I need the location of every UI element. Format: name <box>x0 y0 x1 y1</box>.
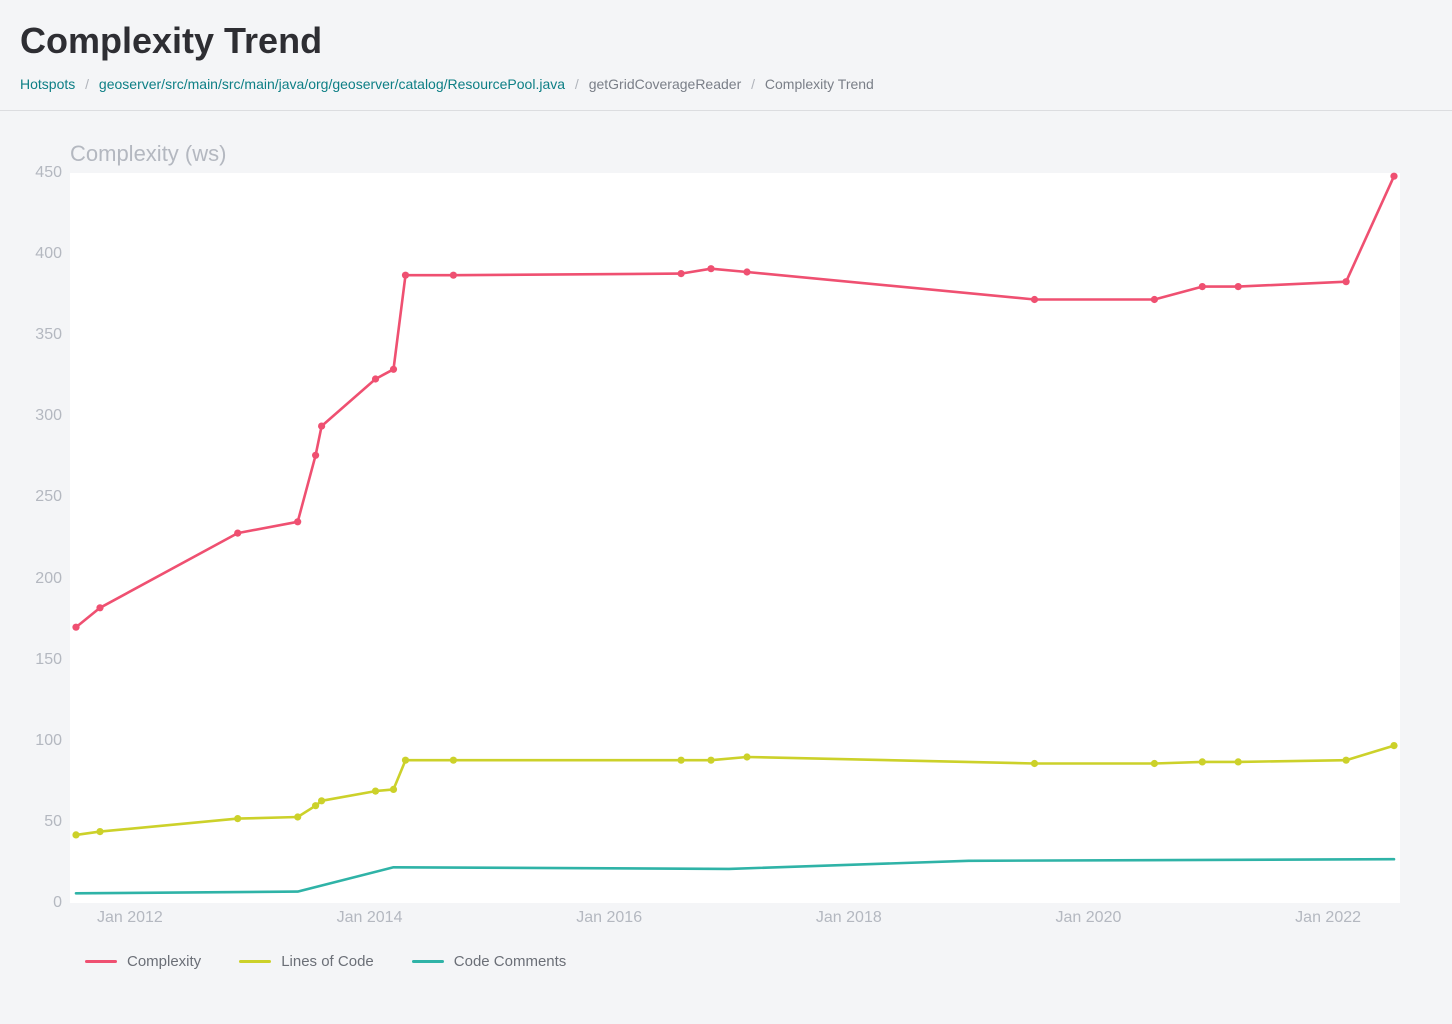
y-axis: 050100150200250300350400450 <box>12 173 70 903</box>
data-point[interactable] <box>450 272 457 279</box>
y-axis-label: Complexity (ws) <box>70 141 1400 167</box>
data-point[interactable] <box>707 265 714 272</box>
data-point[interactable] <box>294 813 301 820</box>
breadcrumb-sep: / <box>751 76 755 92</box>
data-point[interactable] <box>1343 278 1350 285</box>
x-axis: Jan 2012 Jan 2014 Jan 2016 Jan 2018 Jan 2020… <box>70 903 1400 933</box>
breadcrumb-item-current: Complexity Trend <box>765 76 874 92</box>
y-tick: 100 <box>12 732 62 750</box>
legend-swatch <box>239 960 271 963</box>
data-point[interactable] <box>402 757 409 764</box>
x-tick: Jan 2018 <box>816 909 882 927</box>
data-point[interactable] <box>234 530 241 537</box>
data-point[interactable] <box>318 797 325 804</box>
breadcrumb-item-method: getGridCoverageReader <box>589 76 742 92</box>
page-title: Complexity Trend <box>20 20 1452 62</box>
breadcrumb-sep: / <box>575 76 579 92</box>
data-point[interactable] <box>678 757 685 764</box>
breadcrumb: Hotspots / geoserver/src/main/src/main/j… <box>20 76 1452 92</box>
x-tick: Jan 2014 <box>337 909 403 927</box>
data-point[interactable] <box>1390 742 1397 749</box>
x-tick: Jan 2012 <box>97 909 163 927</box>
data-point[interactable] <box>1199 283 1206 290</box>
legend-label: Complexity <box>127 953 201 970</box>
data-point[interactable] <box>372 375 379 382</box>
data-point[interactable] <box>390 366 397 373</box>
data-point[interactable] <box>1151 296 1158 303</box>
y-tick: 450 <box>12 164 62 182</box>
data-point[interactable] <box>1235 283 1242 290</box>
divider <box>0 110 1452 111</box>
data-point[interactable] <box>312 452 319 459</box>
legend-label: Lines of Code <box>281 953 374 970</box>
y-tick: 300 <box>12 407 62 425</box>
chart-legend: Complexity Lines of Code Code Comments <box>85 953 1400 970</box>
data-point[interactable] <box>1199 758 1206 765</box>
y-tick: 50 <box>12 813 62 831</box>
data-point[interactable] <box>743 268 750 275</box>
data-point[interactable] <box>402 272 409 279</box>
chart-plot-area: 050100150200250300350400450 Jan 2012Jan … <box>70 173 1400 903</box>
data-point[interactable] <box>1343 757 1350 764</box>
y-tick: 350 <box>12 326 62 344</box>
data-point[interactable] <box>234 815 241 822</box>
data-point[interactable] <box>1235 758 1242 765</box>
y-tick: 400 <box>12 245 62 263</box>
data-point[interactable] <box>707 757 714 764</box>
legend-swatch <box>85 960 117 963</box>
series-line <box>76 859 1394 893</box>
data-point[interactable] <box>318 423 325 430</box>
legend-item-complexity[interactable]: Complexity <box>85 953 201 970</box>
series-line <box>76 176 1394 627</box>
breadcrumb-link-hotspots[interactable]: Hotspots <box>20 76 75 92</box>
data-point[interactable] <box>372 788 379 795</box>
data-point[interactable] <box>96 828 103 835</box>
data-point[interactable] <box>450 757 457 764</box>
y-tick: 200 <box>12 570 62 588</box>
data-point[interactable] <box>1390 173 1397 180</box>
data-point[interactable] <box>294 518 301 525</box>
data-point[interactable] <box>96 604 103 611</box>
data-point[interactable] <box>1031 296 1038 303</box>
x-tick: Jan 2022 <box>1295 909 1361 927</box>
breadcrumb-link-file[interactable]: geoserver/src/main/src/main/java/org/geo… <box>99 76 565 92</box>
data-point[interactable] <box>678 270 685 277</box>
breadcrumb-sep: / <box>85 76 89 92</box>
data-point[interactable] <box>743 753 750 760</box>
data-point[interactable] <box>1031 760 1038 767</box>
y-tick: 150 <box>12 651 62 669</box>
legend-item-lines-of-code[interactable]: Lines of Code <box>239 953 374 970</box>
data-point[interactable] <box>390 786 397 793</box>
x-tick: Jan 2016 <box>576 909 642 927</box>
legend-swatch <box>412 960 444 963</box>
chart-svg <box>70 173 1400 903</box>
legend-item-code-comments[interactable]: Code Comments <box>412 953 567 970</box>
data-point[interactable] <box>312 802 319 809</box>
legend-label: Code Comments <box>454 953 567 970</box>
series-line <box>76 746 1394 835</box>
y-tick: 250 <box>12 488 62 506</box>
data-point[interactable] <box>1151 760 1158 767</box>
y-tick: 0 <box>12 894 62 912</box>
x-tick: Jan 2020 <box>1056 909 1122 927</box>
data-point[interactable] <box>72 624 79 631</box>
data-point[interactable] <box>72 831 79 838</box>
